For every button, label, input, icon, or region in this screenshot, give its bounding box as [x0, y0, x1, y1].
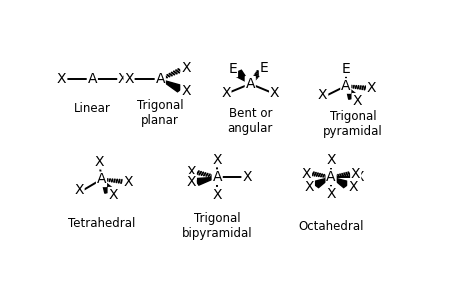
Text: A: A [88, 72, 97, 87]
Text: X: X [270, 86, 279, 100]
Text: X: X [109, 188, 118, 202]
Polygon shape [331, 177, 351, 188]
Text: X: X [186, 166, 196, 179]
Text: X: X [348, 180, 357, 194]
Text: X: X [212, 153, 222, 167]
Text: Tetrahedral: Tetrahedral [68, 217, 135, 230]
Text: A: A [341, 79, 351, 93]
Text: E: E [260, 61, 268, 75]
Text: Linear: Linear [74, 102, 111, 115]
Polygon shape [311, 177, 331, 188]
Text: A: A [212, 170, 222, 184]
Text: Bent or
angular: Bent or angular [228, 107, 273, 135]
Text: X: X [302, 167, 311, 181]
Text: X: X [181, 84, 191, 98]
Text: X: X [352, 94, 362, 108]
Text: X: X [318, 88, 328, 102]
Text: X: X [74, 183, 84, 197]
Text: A: A [326, 170, 336, 184]
Text: X: X [181, 61, 191, 75]
Polygon shape [232, 70, 250, 84]
Text: X: X [326, 187, 336, 201]
Text: Trigonal
bipyramidal: Trigonal bipyramidal [182, 212, 253, 240]
Text: X: X [95, 155, 104, 169]
Text: Trigonal
planar: Trigonal planar [137, 99, 183, 127]
Text: X: X [221, 86, 231, 100]
Polygon shape [160, 80, 185, 92]
Text: X: X [367, 81, 376, 95]
Text: A: A [155, 72, 165, 87]
Text: Trigonal
pyramidal: Trigonal pyramidal [323, 110, 383, 138]
Polygon shape [346, 86, 360, 99]
Text: X: X [186, 175, 196, 189]
Text: X: X [242, 170, 252, 184]
Text: X: X [326, 153, 336, 167]
Polygon shape [195, 177, 217, 185]
Text: X: X [118, 72, 128, 87]
Text: A: A [246, 77, 255, 91]
Polygon shape [101, 179, 116, 193]
Text: X: X [124, 175, 133, 189]
Text: A: A [97, 172, 106, 186]
Text: X: X [305, 180, 314, 194]
Text: X: X [124, 72, 134, 87]
Text: Octahedral: Octahedral [298, 219, 364, 232]
Text: X: X [351, 167, 360, 181]
Text: X: X [355, 170, 365, 184]
Text: X: X [212, 188, 222, 202]
Text: E: E [228, 62, 237, 76]
Text: X: X [57, 72, 66, 87]
Text: E: E [341, 62, 350, 76]
